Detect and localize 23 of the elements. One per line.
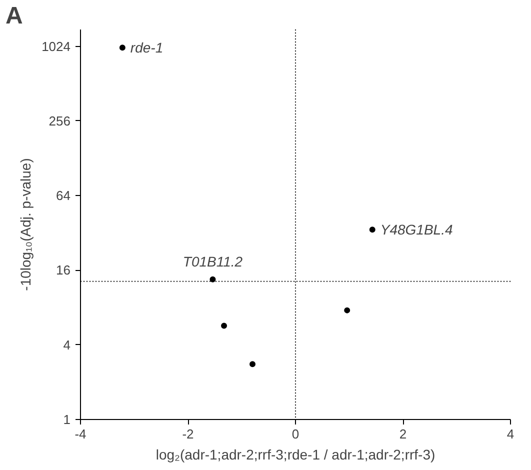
point xyxy=(369,226,376,233)
annotation: rde-1 xyxy=(130,40,164,56)
text: A xyxy=(6,2,23,30)
y-tick-label: 16 xyxy=(56,262,71,278)
point xyxy=(221,322,228,329)
x-tick-label: 2 xyxy=(399,426,407,442)
y-tick-label: 1 xyxy=(63,412,71,427)
annotation: Y48G1BL.4 xyxy=(380,222,453,238)
point xyxy=(344,307,350,314)
x-tick-label: 4 xyxy=(506,426,514,442)
y-tick-label: 1024 xyxy=(42,38,70,54)
point xyxy=(250,361,256,368)
point xyxy=(210,276,216,282)
point xyxy=(119,44,126,51)
y-tick-label: 256 xyxy=(48,113,71,128)
y-tick-label: 64 xyxy=(56,188,71,204)
y-tick-label: 4 xyxy=(63,337,71,352)
annotation: T01B11.2 xyxy=(182,253,243,270)
x-axis-title: log₂(adr-1;adr-2;rrf-3;rde-1 / adr-1;adr-2;rrf-3) xyxy=(156,446,436,462)
x-tick-label: -4 xyxy=(74,426,86,442)
x-tick-label: 0 xyxy=(292,426,300,442)
x-tick-label: -2 xyxy=(182,426,194,442)
y-axis-title: -10log₁₀(Adj. p-value) xyxy=(18,158,34,291)
